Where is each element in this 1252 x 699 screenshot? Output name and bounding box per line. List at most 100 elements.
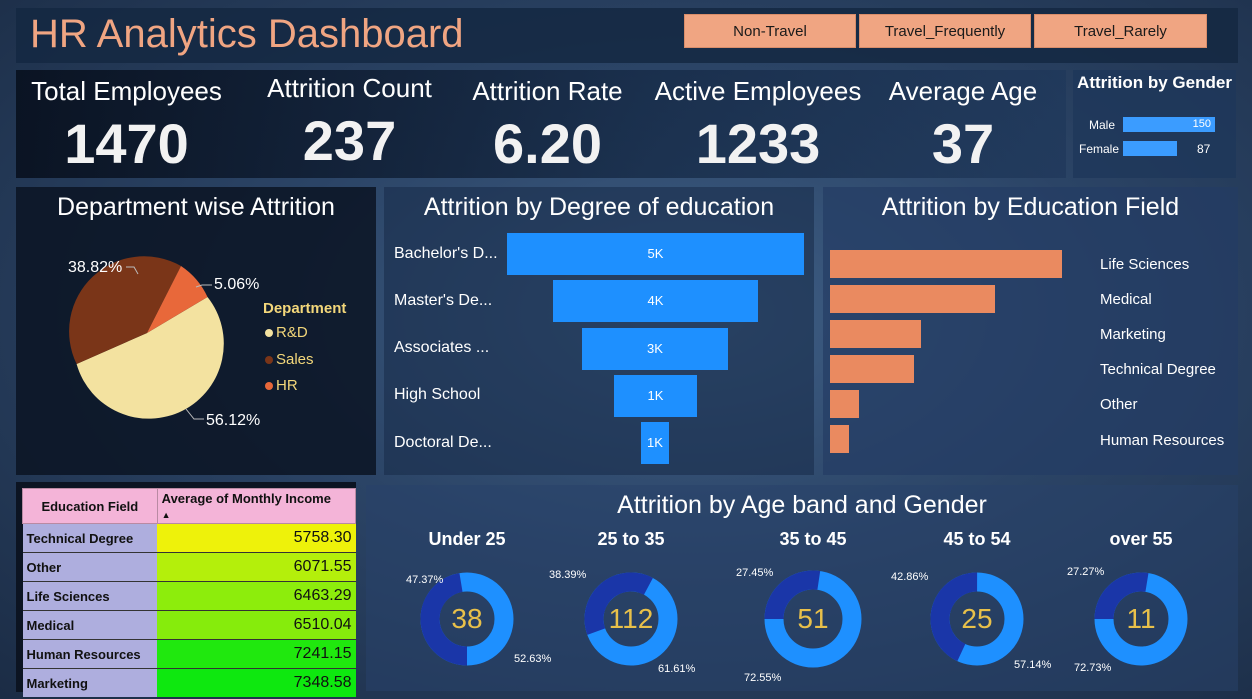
department-title: Department wise Attrition xyxy=(57,193,335,221)
kpi-total-employees: Total Employees 1470 xyxy=(24,70,229,176)
field-bar-medical[interactable] xyxy=(830,285,995,313)
column-header-education-field[interactable]: Education Field xyxy=(22,488,158,524)
kpi-active-employees: Active Employees 1233 xyxy=(648,70,868,176)
gender-bar-female[interactable] xyxy=(1123,141,1177,156)
band-pct-female: 27.45% xyxy=(736,567,774,579)
funnel-bar[interactable]: 4K xyxy=(553,280,758,322)
band-value: 11 xyxy=(1126,603,1156,634)
field-label: Life Sciences xyxy=(1100,256,1190,273)
kpi-label: Attrition Count xyxy=(267,73,432,103)
dashboard-title: HR Analytics Dashboard xyxy=(30,12,464,56)
kpi-label: Average Age xyxy=(888,76,1038,106)
cell-field: Medical xyxy=(22,610,158,640)
monthly-income-table: Education Field Average of Monthly Incom… xyxy=(22,488,357,697)
cell-field: Marketing xyxy=(22,668,158,697)
band-label: over 55 xyxy=(1109,529,1173,549)
legend-title: Department xyxy=(263,300,347,317)
funnel-label: Doctoral De... xyxy=(394,434,492,451)
degree-attrition-panel: Attrition by Degree of education Bachelo… xyxy=(384,187,814,475)
legend-dot-sales xyxy=(265,356,273,364)
slicer-travel-frequently[interactable]: Travel_Frequently xyxy=(859,14,1031,48)
band-pct-male: 72.55% xyxy=(744,672,782,684)
cell-value: 6510.04 xyxy=(157,610,356,640)
funnel-label: Associates ... xyxy=(394,339,490,356)
cell-value: 5758.30 xyxy=(157,523,356,553)
table-row[interactable]: Life Sciences 6463.29 xyxy=(22,581,356,611)
field-label: Medical xyxy=(1100,291,1152,308)
pie-slice-rnd[interactable] xyxy=(76,297,224,419)
pie-slice-hr[interactable] xyxy=(147,266,208,333)
field-bar-marketing[interactable] xyxy=(830,320,921,348)
funnel-bar[interactable]: 3K xyxy=(582,328,728,370)
kpi-label: Active Employees xyxy=(654,76,862,106)
legend-dot-rnd xyxy=(265,329,273,337)
band-pct-female: 27.27% xyxy=(1067,566,1105,578)
kpi-value: 237 xyxy=(302,109,397,172)
cell-field: Human Resources xyxy=(22,639,158,669)
kpi-value: 1233 xyxy=(695,112,821,175)
legend-item-rnd[interactable]: R&D xyxy=(276,324,308,341)
header: HR Analytics Dashboard Non-Travel Travel… xyxy=(16,8,1238,63)
table-row[interactable]: Marketing 7348.58 xyxy=(22,668,356,697)
field-bar-technical-degree[interactable] xyxy=(830,355,914,383)
column-header-monthly-income[interactable]: Average of Monthly Income ▲ xyxy=(156,488,357,524)
table-row[interactable]: Human Resources 7241.15 xyxy=(22,639,356,669)
gender-title: Attrition by Gender xyxy=(1077,73,1232,92)
band-pct-male: 72.73% xyxy=(1074,662,1112,674)
band-value: 112 xyxy=(608,603,654,634)
slicer-non-travel[interactable]: Non-Travel xyxy=(684,14,856,48)
kpi-value: 1470 xyxy=(64,112,189,175)
kpi-label: Attrition Rate xyxy=(472,76,623,106)
donut-45-54[interactable] xyxy=(928,570,1026,668)
field-bar-human-resources[interactable] xyxy=(830,425,849,453)
gender-bar-male[interactable]: 150 xyxy=(1123,117,1215,132)
band-pct-female: 38.39% xyxy=(549,569,587,581)
band-pct-male: 61.61% xyxy=(658,663,696,675)
band-value: 51 xyxy=(797,603,829,634)
donut-over-55[interactable] xyxy=(1094,572,1188,666)
field-bar-other[interactable] xyxy=(830,390,859,418)
donut-25-35[interactable] xyxy=(584,572,679,667)
monthly-income-table-panel: Education Field Average of Monthly Incom… xyxy=(16,482,357,697)
pie-slice-sales[interactable] xyxy=(69,256,181,364)
funnel-bar[interactable]: 1K xyxy=(641,422,669,464)
funnel-label: Master's De... xyxy=(394,292,493,309)
band-label: 25 to 35 xyxy=(597,529,665,549)
band-pct-male: 57.14% xyxy=(1014,659,1052,671)
department-pie-chart xyxy=(69,256,224,420)
funnel-bar[interactable]: 1K xyxy=(614,375,697,417)
band-pct-female: 47.37% xyxy=(406,574,444,586)
field-title: Attrition by Education Field xyxy=(881,193,1180,221)
donut-35-45[interactable] xyxy=(764,570,862,668)
column-header-label: Average of Monthly Income xyxy=(161,491,331,506)
cell-field: Other xyxy=(22,552,158,582)
gender-value-female: 87 xyxy=(1197,142,1211,156)
donut-under-25[interactable] xyxy=(420,572,514,666)
kpi-value: 37 xyxy=(931,112,995,175)
legend-dot-hr xyxy=(265,382,273,390)
legend-item-hr[interactable]: HR xyxy=(276,377,298,394)
cell-value: 6071.55 xyxy=(157,552,356,582)
legend-item-sales[interactable]: Sales xyxy=(276,351,314,368)
cell-value: 7241.15 xyxy=(157,639,356,669)
degree-title: Attrition by Degree of education xyxy=(423,193,775,221)
funnel-label: High School xyxy=(394,386,481,403)
table-row[interactable]: Technical Degree 5758.30 xyxy=(22,523,356,553)
kpi-label: Total Employees xyxy=(31,76,222,106)
kpi-value: 6.20 xyxy=(493,112,602,175)
cell-field: Life Sciences xyxy=(22,581,158,611)
funnel-label: Bachelor's D... xyxy=(394,245,498,262)
table-row[interactable]: Medical 6510.04 xyxy=(22,610,356,640)
department-attrition-panel: Department wise Attrition 38.82% 5.06% 5… xyxy=(16,187,376,475)
table-row[interactable]: Other 6071.55 xyxy=(22,552,356,582)
cell-value: 6463.29 xyxy=(157,581,356,611)
field-bar-life-sciences[interactable] xyxy=(830,250,1062,278)
band-label: 45 to 54 xyxy=(943,529,1011,549)
field-label: Other xyxy=(1100,396,1138,413)
slicer-travel-rarely[interactable]: Travel_Rarely xyxy=(1034,14,1207,48)
band-pct-female: 42.86% xyxy=(891,571,929,583)
kpi-attrition-count: Attrition Count 237 xyxy=(252,70,447,173)
band-pct-male: 52.63% xyxy=(514,653,552,665)
ageband-donuts xyxy=(420,570,1188,668)
funnel-bar[interactable]: 5K xyxy=(507,233,804,275)
